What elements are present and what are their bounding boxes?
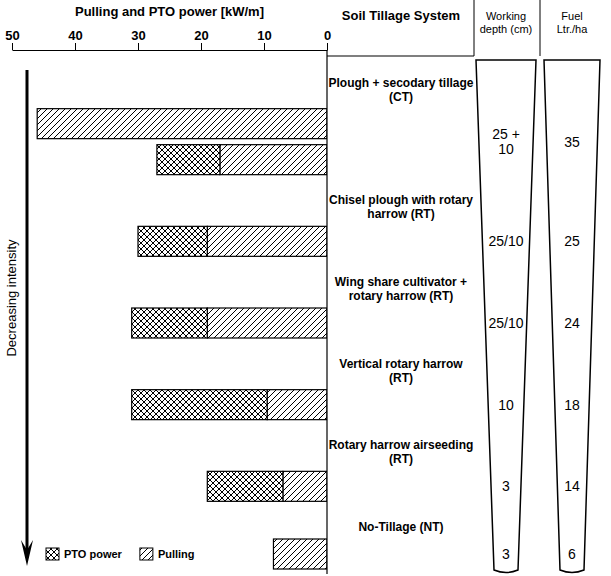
x-tick: 0 <box>324 28 331 50</box>
bar <box>138 226 207 256</box>
fuel: 6 <box>568 546 576 562</box>
bar <box>157 145 220 175</box>
legend-label: PTO power <box>64 548 123 560</box>
system-name: Rotary harrow airseeding(RT) <box>329 438 474 466</box>
header-rule <box>327 55 474 56</box>
fuel: 35 <box>564 134 580 150</box>
x-tick-label: 10 <box>257 28 271 43</box>
system-name: Wing share cultivator +rotary harrow (RT… <box>335 275 467 303</box>
working-depth: 25 +10 <box>492 126 520 157</box>
x-tick: 20 <box>194 28 208 50</box>
fuel: 14 <box>564 478 580 494</box>
x-tick-mark <box>201 43 202 50</box>
bar <box>207 308 327 338</box>
x-tick: 30 <box>131 28 145 50</box>
x-axis: 0 10 20 30 40 50 <box>5 28 331 51</box>
arrow-shaft <box>26 70 29 552</box>
x-tick-mark <box>327 43 328 50</box>
x-tick: 50 <box>5 28 19 50</box>
working-depth: 10 <box>498 397 514 413</box>
bar <box>273 539 327 569</box>
fuel: 18 <box>564 397 580 413</box>
x-tick-mark <box>75 43 76 50</box>
legend-swatch <box>140 548 153 560</box>
working-depth: 3 <box>502 478 510 494</box>
working-depth: 25/10 <box>488 315 523 331</box>
arrow-head <box>21 540 33 566</box>
bar <box>283 471 327 501</box>
x-tick: 10 <box>257 28 271 50</box>
x-tick-label: 50 <box>5 28 19 43</box>
fuel: 24 <box>564 315 580 331</box>
x-axis-line <box>13 50 328 51</box>
y-axis-line <box>326 50 327 574</box>
annotation: Decreasing intensity <box>4 239 19 357</box>
column-header: Workingdepth (cm) <box>480 10 533 35</box>
x-axis-title: Pulling and PTO power [kW/m] <box>75 4 264 19</box>
column-outline <box>476 60 536 573</box>
chart: Pulling and PTO power [kW/m] 0 10 20 30 40 50 S… <box>0 0 611 576</box>
working-depth: 3 <box>502 546 510 562</box>
legend-swatch <box>46 548 59 560</box>
system-name: Vertical rotary harrow(RT) <box>339 357 463 385</box>
x-tick: 40 <box>68 28 82 50</box>
bar <box>207 226 327 256</box>
system-name: Plough + secodary tillage(CT) <box>328 76 473 104</box>
legend: PTO power Pulling <box>46 548 195 560</box>
x-tick-label: 20 <box>194 28 208 43</box>
header-separator <box>540 0 541 56</box>
system-name: Chisel plough with rotaryharrow (RT) <box>329 193 473 221</box>
bar <box>220 145 327 175</box>
fuel: 25 <box>564 233 580 249</box>
x-tick-label: 30 <box>131 28 145 43</box>
column-outline <box>544 60 600 573</box>
x-tick-label: 0 <box>324 28 331 43</box>
working-depth: 25/10 <box>488 233 523 249</box>
header-separator <box>474 0 475 56</box>
bars <box>37 109 327 569</box>
x-tick-label: 40 <box>68 28 82 43</box>
x-tick-mark <box>12 43 13 50</box>
x-tick-mark <box>138 43 139 50</box>
bar <box>267 390 327 420</box>
bar <box>37 109 327 139</box>
x-tick-mark <box>264 43 265 50</box>
bar <box>132 308 208 338</box>
legend-label: Pulling <box>158 548 195 560</box>
system-name: No-Tillage (NT) <box>358 520 443 534</box>
column-header: Soil Tillage System <box>342 8 460 23</box>
bar <box>207 471 283 501</box>
column-header: FuelLtr./ha <box>557 10 588 35</box>
bar <box>132 390 267 420</box>
